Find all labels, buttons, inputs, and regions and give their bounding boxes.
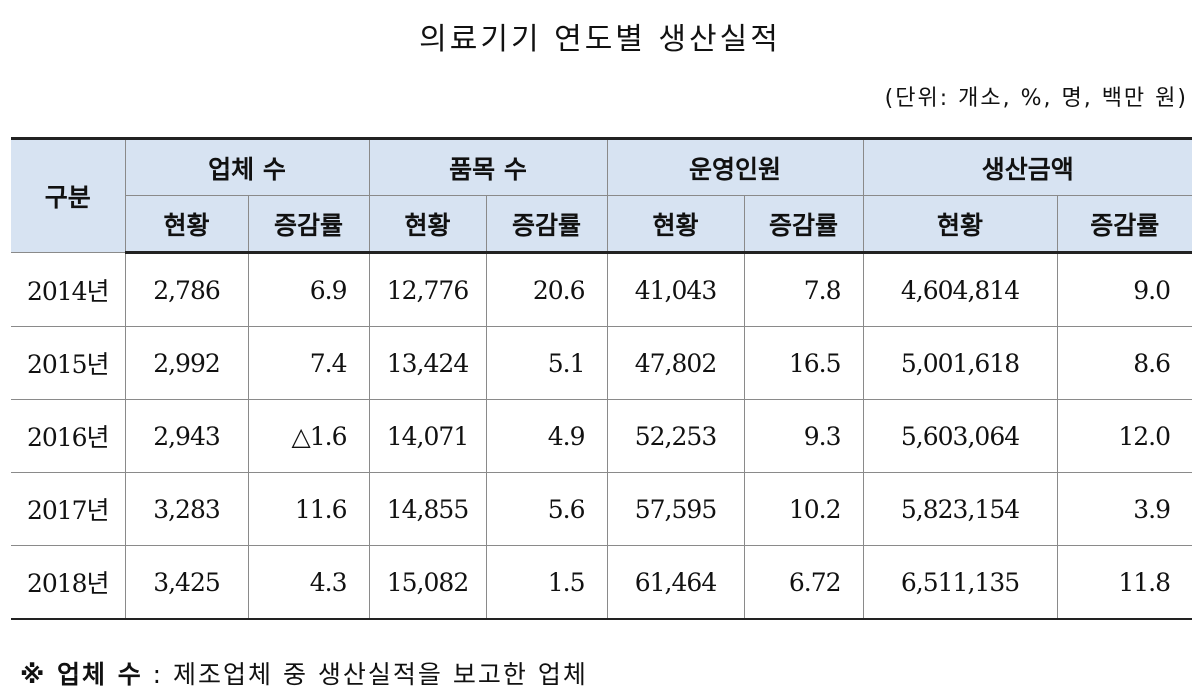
- table-row: 2014년 2,786 6.9 12,776 20.6 41,043 7.8 4…: [11, 252, 1193, 327]
- amount-rate-cell: 3.9: [1056, 472, 1193, 546]
- staff-cell: 47,802: [606, 326, 745, 400]
- table-row: 2016년 2,943 △1.6 14,071 4.9 52,253 9.3 5…: [11, 399, 1193, 473]
- items-rate-cell: 5.1: [485, 326, 608, 400]
- year-cell: 2017년: [11, 472, 126, 546]
- amount-cell: 5,823,154: [862, 472, 1058, 546]
- amount-cell: 5,603,064: [862, 399, 1058, 473]
- items-rate-cell: 5.6: [485, 472, 608, 546]
- page-title: 의료기기 연도별 생산실적: [419, 22, 781, 57]
- staff-cell: 41,043: [606, 252, 745, 327]
- firms-cell: 3,425: [124, 545, 249, 620]
- table-row: 2015년 2,992 7.4 13,424 5.1 47,802 16.5 5…: [11, 326, 1193, 400]
- staff-rate-cell: 16.5: [743, 326, 864, 400]
- items-rate-cell: 1.5: [485, 545, 608, 620]
- subheader-current: 현황: [125, 195, 249, 254]
- header-items: 품목 수: [368, 138, 608, 196]
- amount-rate-cell: 9.0: [1056, 252, 1193, 327]
- year-cell: 2014년: [11, 252, 126, 327]
- subheader-change: 증감률: [247, 195, 370, 254]
- table-row: 2018년 3,425 4.3 15,082 1.5 61,464 6.72 6…: [11, 545, 1193, 620]
- amount-cell: 4,604,814: [862, 252, 1058, 327]
- firms-rate-cell: 11.6: [247, 472, 370, 546]
- firms-cell: 2,786: [124, 252, 249, 327]
- header-staff: 운영인원: [606, 138, 864, 196]
- staff-rate-cell: 10.2: [743, 472, 864, 546]
- subheader-change: 증감률: [1056, 195, 1193, 254]
- subheader-change: 증감률: [743, 195, 864, 254]
- firms-rate-cell: 4.3: [247, 545, 370, 620]
- amount-rate-cell: 12.0: [1056, 399, 1193, 473]
- firms-rate-cell: 6.9: [247, 252, 370, 327]
- footnote-text: : 제조업체 중 생산실적을 보고한 업체: [152, 660, 588, 689]
- staff-cell: 61,464: [606, 545, 745, 620]
- production-table: 구분 업체 수 품목 수 운영인원 생산금액 현황 증감률 현황 증감률 현황 …: [11, 137, 1193, 620]
- amount-rate-cell: 8.6: [1056, 326, 1193, 400]
- staff-cell: 52,253: [606, 399, 745, 473]
- items-rate-cell: 4.9: [485, 399, 608, 473]
- staff-rate-cell: 9.3: [743, 399, 864, 473]
- amount-rate-cell: 11.8: [1056, 545, 1193, 620]
- items-cell: 14,071: [368, 399, 487, 473]
- firms-cell: 2,943: [124, 399, 249, 473]
- firms-rate-cell: 7.4: [247, 326, 370, 400]
- year-cell: 2015년: [11, 326, 126, 400]
- year-cell: 2018년: [11, 545, 126, 620]
- items-cell: 15,082: [368, 545, 487, 620]
- subheader-current: 현황: [606, 195, 745, 254]
- staff-rate-cell: 6.72: [743, 545, 864, 620]
- firms-cell: 2,992: [124, 326, 249, 400]
- subheader-current: 현황: [368, 195, 487, 254]
- header-amount: 생산금액: [862, 138, 1193, 196]
- header-firms: 업체 수: [124, 138, 370, 196]
- subheader-current: 현황: [862, 195, 1058, 254]
- table-row: 2017년 3,283 11.6 14,855 5.6 57,595 10.2 …: [11, 472, 1193, 546]
- amount-cell: 5,001,618: [862, 326, 1058, 400]
- staff-cell: 57,595: [606, 472, 745, 546]
- footnote: ※ 업체 수 : 제조업체 중 생산실적을 보고한 업체: [20, 655, 588, 691]
- firms-rate-cell: △1.6: [247, 399, 370, 473]
- staff-rate-cell: 7.8: [743, 252, 864, 327]
- year-cell: 2016년: [11, 399, 126, 473]
- items-rate-cell: 20.6: [485, 252, 608, 327]
- items-cell: 14,855: [368, 472, 487, 546]
- unit-note: (단위: 개소, %, 명, 백만 원): [884, 86, 1188, 111]
- footnote-mark: ※ 업체 수: [20, 660, 143, 689]
- items-cell: 12,776: [368, 252, 487, 327]
- header-group: 구분: [11, 138, 126, 253]
- firms-cell: 3,283: [124, 472, 249, 546]
- subheader-change: 증감률: [485, 195, 608, 254]
- amount-cell: 6,511,135: [862, 545, 1058, 620]
- items-cell: 13,424: [368, 326, 487, 400]
